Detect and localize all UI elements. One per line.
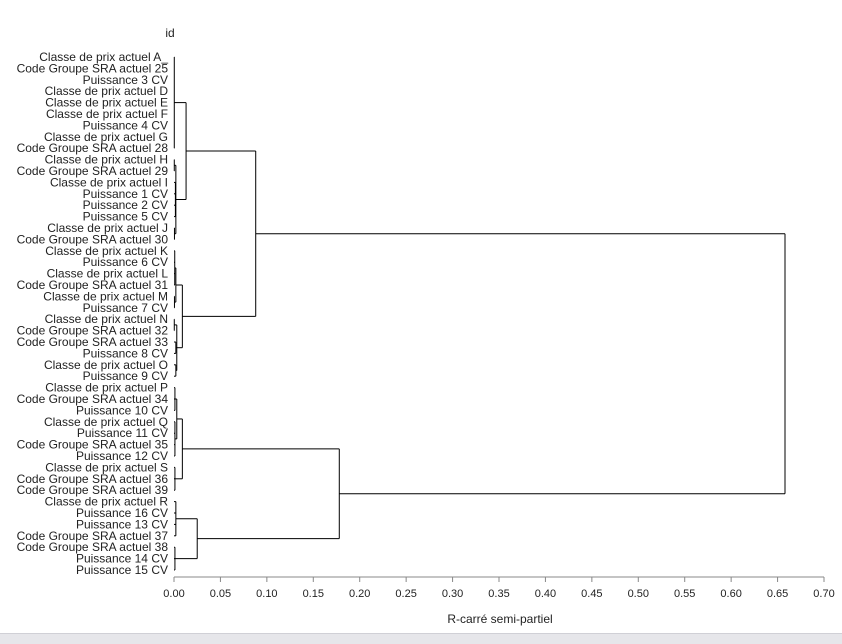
x-tick-label: 0.00: [163, 588, 184, 600]
leaf-label: Classe de prix actuel I: [50, 175, 168, 189]
leaf-label: Classe de prix actuel L: [47, 267, 169, 281]
leaf-label: Code Groupe SRA actuel 34: [17, 392, 169, 406]
leaf-label: Puissance 9 CV: [83, 369, 168, 383]
x-tick-label: 0.65: [767, 588, 788, 600]
leaf-label: Code Groupe SRA actuel 28: [17, 141, 169, 155]
leaf-label: Code Groupe SRA actuel 32: [17, 324, 169, 338]
x-tick-label: 0.45: [581, 588, 602, 600]
dendrogram-links: [173, 56, 786, 571]
window-bottom-bar: [0, 633, 842, 644]
leaf-label: Classe de prix actuel P: [45, 381, 168, 395]
x-tick-label: 0.20: [349, 588, 370, 600]
leaf-label: Puissance 14 CV: [76, 552, 168, 566]
leaf-label: Classe de prix actuel A_: [39, 50, 168, 64]
leaf-label: Puissance 5 CV: [83, 210, 168, 224]
leaf-label: Classe de prix actuel G: [44, 130, 168, 144]
x-tick-label: 0.30: [442, 588, 463, 600]
x-axis-label: R-carré semi-partiel: [447, 612, 552, 626]
leaf-label: Puissance 16 CV: [76, 506, 168, 520]
x-tick-label: 0.55: [674, 588, 695, 600]
leaf-label: Classe de prix actuel H: [45, 153, 168, 167]
leaf-label: Puissance 2 CV: [83, 198, 168, 212]
leaf-label: Puissance 15 CV: [76, 563, 168, 577]
leaf-label: Code Groupe SRA actuel 30: [17, 232, 169, 246]
leaf-label: Puissance 13 CV: [76, 517, 168, 531]
leaf-label: Code Groupe SRA actuel 35: [17, 438, 169, 452]
leaf-label: Code Groupe SRA actuel 33: [17, 335, 169, 349]
x-tick-label: 0.50: [628, 588, 649, 600]
leaf-label: Classe de prix actuel K: [45, 244, 168, 258]
x-tick-label: 0.25: [395, 588, 416, 600]
leaf-label: Puissance 12 CV: [76, 449, 168, 463]
leaf-label: Puissance 11 CV: [77, 426, 168, 440]
leaf-label: Classe de prix actuel J: [47, 221, 168, 235]
x-tick-label: 0.15: [303, 588, 324, 600]
leaf-label: Code Groupe SRA actuel 38: [17, 540, 169, 554]
leaf-label: Classe de prix actuel D: [45, 84, 169, 98]
chart-title: id: [165, 26, 174, 40]
leaf-label: Classe de prix actuel R: [45, 495, 169, 509]
leaf-labels: Classe de prix actuel A_Code Groupe SRA …: [17, 50, 169, 577]
leaf-label: Code Groupe SRA actuel 29: [17, 164, 169, 178]
x-tick-label: 0.35: [488, 588, 509, 600]
leaf-label: Code Groupe SRA actuel 39: [17, 483, 169, 497]
leaf-label: Puissance 1 CV: [83, 187, 168, 201]
leaf-label: Classe de prix actuel E: [45, 96, 168, 110]
leaf-label: Classe de prix actuel M: [43, 289, 168, 303]
leaf-label: Puissance 8 CV: [83, 346, 168, 360]
leaf-label: Code Groupe SRA actuel 36: [17, 472, 169, 486]
leaf-label: Puissance 6 CV: [83, 255, 168, 269]
leaf-label: Classe de prix actuel S: [45, 460, 168, 474]
leaf-label: Puissance 4 CV: [83, 118, 168, 132]
x-tick-label: 0.70: [813, 588, 834, 600]
x-tick-label: 0.10: [256, 588, 277, 600]
leaf-label: Classe de prix actuel F: [46, 107, 168, 121]
leaf-label: Classe de prix actuel N: [45, 312, 168, 326]
leaf-label: Code Groupe SRA actuel 31: [17, 278, 169, 292]
leaf-label: Puissance 10 CV: [76, 403, 168, 417]
leaf-label: Puissance 7 CV: [83, 301, 168, 315]
x-axis: 0.00 0.05 0.10 0.15 0.20 0.25 0.30 0.35 0.40 0.45…: [163, 576, 835, 600]
leaf-label: Code Groupe SRA actuel 37: [17, 529, 169, 543]
leaf-label: Classe de prix actuel Q: [44, 415, 168, 429]
leaf-label: Classe de prix actuel O: [44, 358, 168, 372]
x-tick-label: 0.40: [535, 588, 556, 600]
leaf-label: Puissance 3 CV: [83, 73, 168, 87]
x-tick-label: 0.05: [210, 588, 231, 600]
x-tick-label: 0.60: [720, 588, 741, 600]
leaf-label: Code Groupe SRA actuel 25: [17, 61, 169, 75]
